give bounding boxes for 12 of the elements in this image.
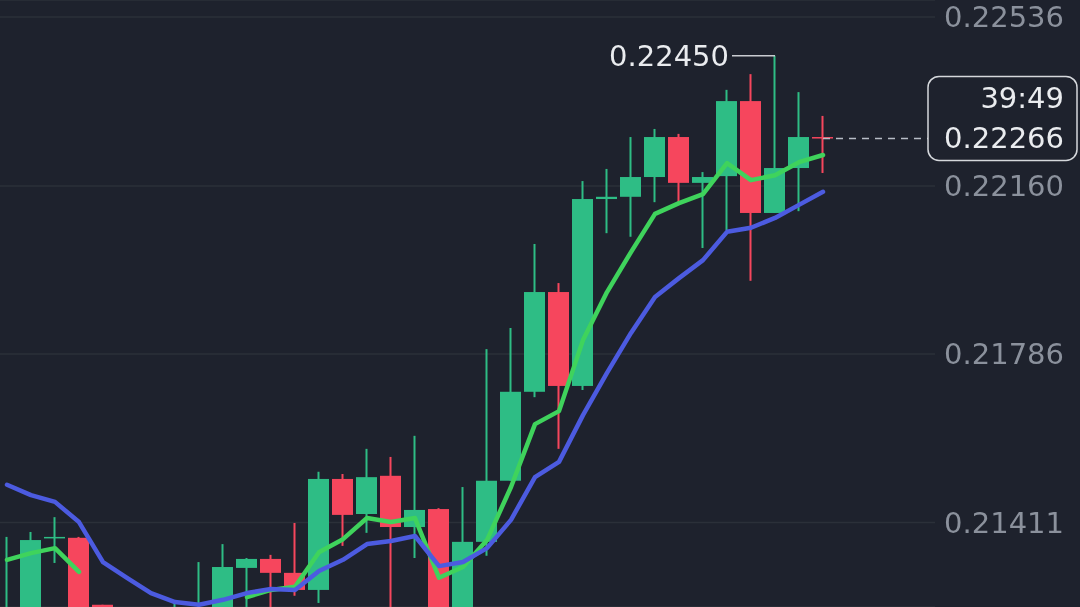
annotation: 0.22450	[609, 38, 729, 73]
y-tick-label: 0.21411	[944, 505, 1064, 540]
candlestick	[812, 114, 833, 174]
y-tick-label: 0.22536	[944, 0, 1064, 35]
y-tick-label: 0.22160	[944, 169, 1064, 204]
candlestick	[692, 171, 713, 250]
ref-line-label: 0.22266	[944, 121, 1064, 156]
y-tick-label: 0.21786	[944, 337, 1064, 372]
candlestick	[620, 136, 641, 238]
text: 39:49	[980, 81, 1064, 116]
candlestick	[236, 557, 257, 607]
candlestick	[260, 553, 281, 607]
